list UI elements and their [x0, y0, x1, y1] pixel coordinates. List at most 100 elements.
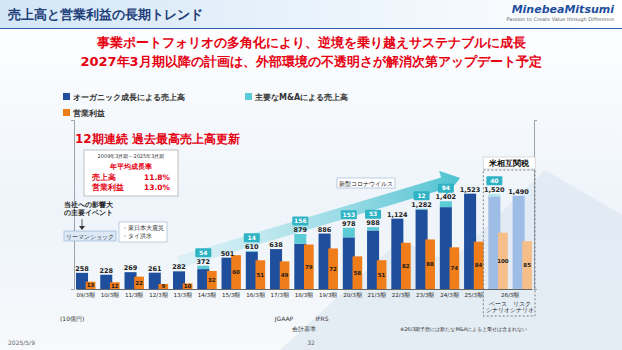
total-label: 1,490	[508, 188, 529, 196]
tick: 16/3期	[246, 292, 264, 298]
profit-label: 51	[257, 272, 265, 278]
profit-bar	[328, 248, 338, 289]
legend-label: 営業利益	[73, 109, 105, 118]
tick-label: 10/3期	[101, 292, 119, 298]
ma-label: 14	[248, 234, 256, 241]
tick: 22/3期	[392, 292, 410, 298]
tick: リスクシナリオ	[510, 301, 534, 313]
tick-label-line: シナリオ	[486, 307, 510, 313]
forecast-frame	[483, 170, 535, 316]
profit-label: 88	[426, 261, 434, 267]
profit-bar	[134, 277, 144, 289]
subtitle: 2027年3月期以降の計画は、外部環境の不透明さが解消次第アップデート予定	[80, 54, 541, 69]
ma-label-box	[365, 210, 381, 219]
legend-label: オーガニック成長による売上高	[73, 92, 185, 102]
profit-label: 84	[475, 262, 483, 268]
tick-label-line: リスク	[513, 301, 531, 307]
profit-label: 22	[135, 280, 143, 286]
total-label: 501	[221, 250, 235, 258]
forecast-label: 26/3期	[501, 292, 519, 298]
tick	[534, 289, 537, 290]
header-rule	[0, 28, 622, 29]
tick-label: 23/3期	[416, 292, 434, 298]
event-heading: 当社への影響大	[64, 200, 114, 209]
legend-swatch	[63, 93, 70, 100]
tick-label: 09/3期	[77, 292, 95, 298]
total-label: 610	[245, 243, 259, 251]
profit-label: 79	[305, 264, 313, 270]
profit-label: 49	[281, 272, 289, 278]
headline: 12期連続 過去最高売上高更新	[75, 132, 240, 146]
event-label: 新型コロナウイルス	[339, 180, 393, 187]
profit-bar	[207, 271, 217, 289]
profit-bar	[377, 260, 387, 289]
cagr-value: 13.0%	[144, 183, 171, 192]
event-label: ・タイ洪水	[122, 232, 152, 239]
ma-label-box	[414, 191, 430, 200]
bars	[76, 194, 532, 289]
legend-label: 主要なM&Aによる売上高	[254, 92, 348, 102]
accounting-title: 会計基準	[292, 325, 316, 332]
event-heading: の主要イベント	[64, 208, 113, 217]
total-label: 269	[124, 264, 138, 272]
profit-bar	[231, 255, 241, 289]
tick-label: リスクシナリオ	[510, 301, 534, 313]
ma-label: 156	[294, 217, 307, 224]
tick: 13/3期	[174, 292, 192, 298]
sales-bar	[440, 201, 452, 207]
tick-label: 25/3期	[465, 292, 483, 298]
tick-label: 14/3期	[198, 292, 216, 298]
sales-bar	[488, 194, 500, 197]
tick-mark	[534, 289, 537, 290]
tick-label: 22/3期	[392, 292, 410, 298]
cagr-label: 営業利益	[92, 183, 124, 192]
profit-label: 85	[523, 262, 531, 268]
cagr-period: 2009年3月期～2025年3月期	[98, 153, 165, 159]
axis-line	[77, 289, 533, 290]
page-title: 売上高と営業利益の長期トレンド	[8, 7, 203, 22]
tick: 17/3期	[271, 292, 289, 298]
profit-label: 10	[184, 283, 192, 289]
profit-bar	[425, 239, 435, 289]
logo: MinebeaMitsumi	[512, 3, 615, 16]
profit-bar	[183, 283, 193, 289]
profit-bar	[450, 247, 460, 289]
total-label: 282	[172, 263, 186, 271]
logo-tagline: Passion to Create Value through Differen…	[507, 16, 614, 23]
tick: 24/3期	[440, 292, 458, 298]
unit-label: (10億円)	[60, 315, 84, 322]
tick-label: 11/3期	[125, 292, 143, 298]
profit-bar	[280, 261, 290, 289]
profit-bar	[304, 244, 314, 289]
profit-label: 74	[451, 265, 459, 271]
event-label: 米相互関税	[488, 159, 530, 168]
footer-date: 2025/5/9	[8, 339, 35, 346]
tick: 20/3期	[343, 292, 361, 298]
footnote: ※26/3期予想には新たなM&Aによる上乗せは含まれない	[400, 326, 527, 332]
chart-container: 売上高と営業利益の長期トレンド MinebeaMitsumiPassion to …	[0, 0, 622, 350]
subtitle: 事業ポートフォリオの多角化により、逆境を乗り越えサステナブルに成長	[96, 35, 526, 50]
total-label: 638	[269, 241, 283, 249]
tariff-box	[483, 157, 535, 169]
tick: 11/3期	[125, 292, 143, 298]
sales-bar	[294, 234, 306, 244]
tick-label: 12/3期	[149, 292, 167, 298]
event-box	[64, 231, 116, 241]
profit-label: 9	[161, 283, 165, 289]
ma-label: 40	[490, 177, 498, 184]
event-arrow-head	[79, 226, 85, 230]
profit-bar	[522, 241, 532, 289]
tick: 14/3期	[198, 292, 216, 298]
tick: 18/3期	[295, 292, 313, 298]
cagr-box	[84, 150, 178, 196]
total-label: 228	[99, 267, 113, 275]
tick-label-line: シナリオ	[510, 307, 534, 313]
tick: ベースシナリオ	[486, 301, 510, 313]
tick: 23/3期	[416, 292, 434, 298]
profit-bar	[353, 256, 363, 289]
ma-label: 54	[199, 249, 207, 256]
ma-label-box	[438, 184, 454, 193]
tick: 19/3期	[319, 292, 337, 298]
tick-label: 13/3期	[174, 292, 192, 298]
sales-bar	[343, 228, 355, 238]
